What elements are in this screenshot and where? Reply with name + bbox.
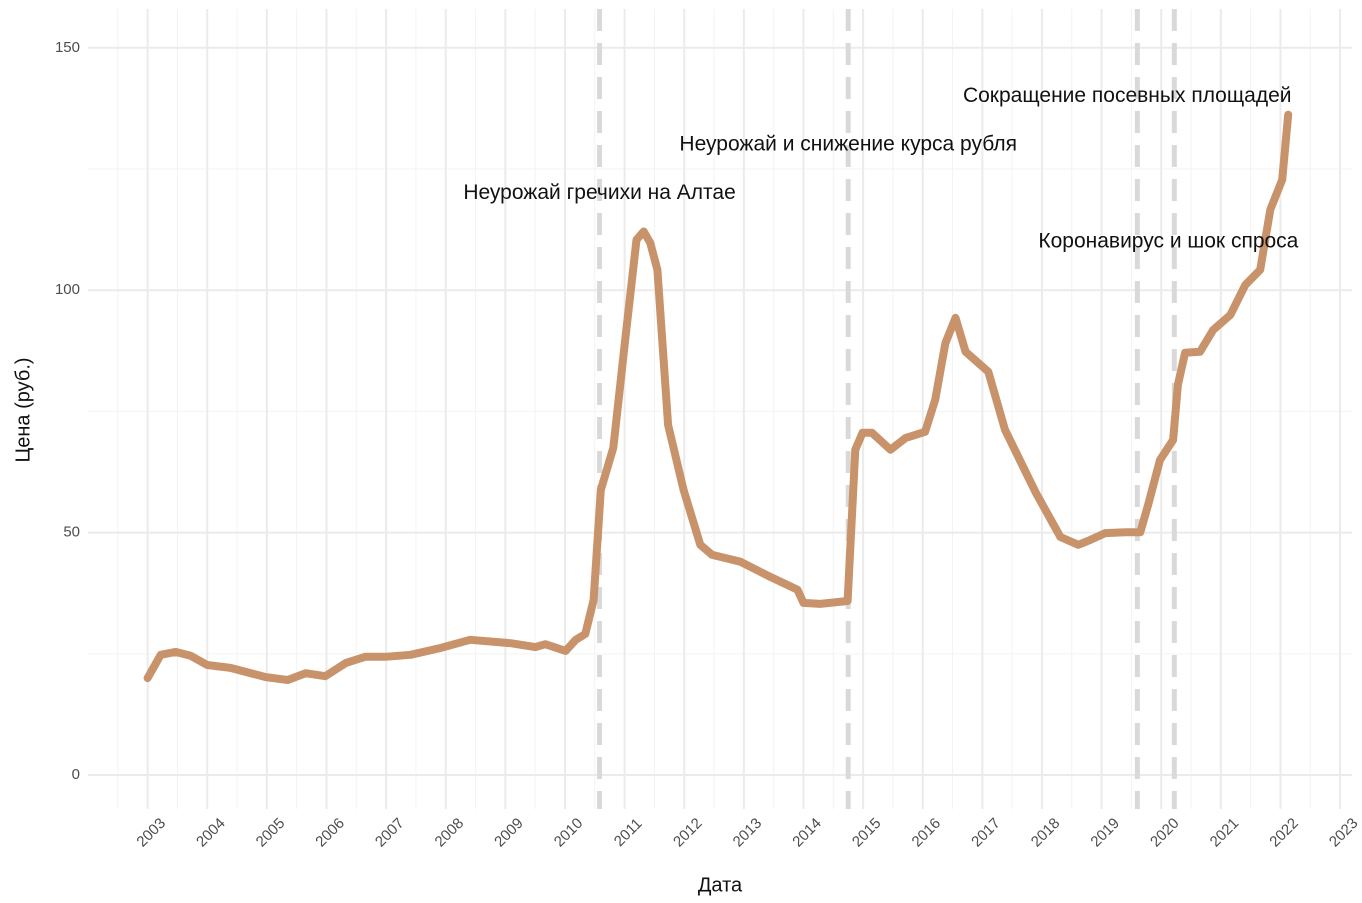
- x-tick-label: 2015: [849, 815, 885, 851]
- x-tick-label: 2019: [1087, 815, 1123, 851]
- y-tick-label: 100: [55, 281, 80, 298]
- annotation: Сокращение посевных площадей: [963, 84, 1292, 107]
- price-line: [143, 110, 1293, 684]
- x-tick-label: 2004: [193, 815, 229, 851]
- y-tick-label: 150: [55, 39, 80, 56]
- annotation: Неурожай и снижение курса рубля: [679, 132, 1017, 155]
- x-tick-label: 2013: [730, 815, 766, 851]
- x-tick-label: 2016: [909, 815, 945, 851]
- x-tick-label: 2005: [253, 815, 289, 851]
- x-tick-label: 2020: [1147, 815, 1183, 851]
- x-tick-label: 2008: [432, 815, 468, 851]
- x-tick-label: 2018: [1028, 815, 1064, 851]
- x-tick-label: 2014: [789, 815, 825, 851]
- x-tick-label: 2022: [1266, 815, 1302, 851]
- annotation: Неурожай гречихи на Алтае: [463, 181, 735, 204]
- x-tick-label: 2010: [551, 815, 587, 851]
- x-tick-label: 2012: [670, 815, 706, 851]
- x-tick-label: 2003: [133, 815, 169, 851]
- y-axis-label: Цена (руб.): [12, 357, 34, 462]
- x-tick-label: 2009: [491, 815, 527, 851]
- x-tick-label: 2021: [1207, 815, 1243, 851]
- x-tick-label: 2006: [312, 815, 348, 851]
- x-tick-label: 2011: [611, 815, 646, 850]
- x-tick-label: 2007: [372, 815, 408, 851]
- y-tick-label: 50: [63, 524, 80, 541]
- annotation: Коронавирус и шок спроса: [1038, 229, 1298, 252]
- x-tick-label: 2017: [968, 815, 1004, 851]
- y-tick-label: 0: [72, 766, 80, 783]
- x-tick-label: 2023: [1326, 815, 1362, 851]
- x-axis-label: Дата: [698, 874, 743, 896]
